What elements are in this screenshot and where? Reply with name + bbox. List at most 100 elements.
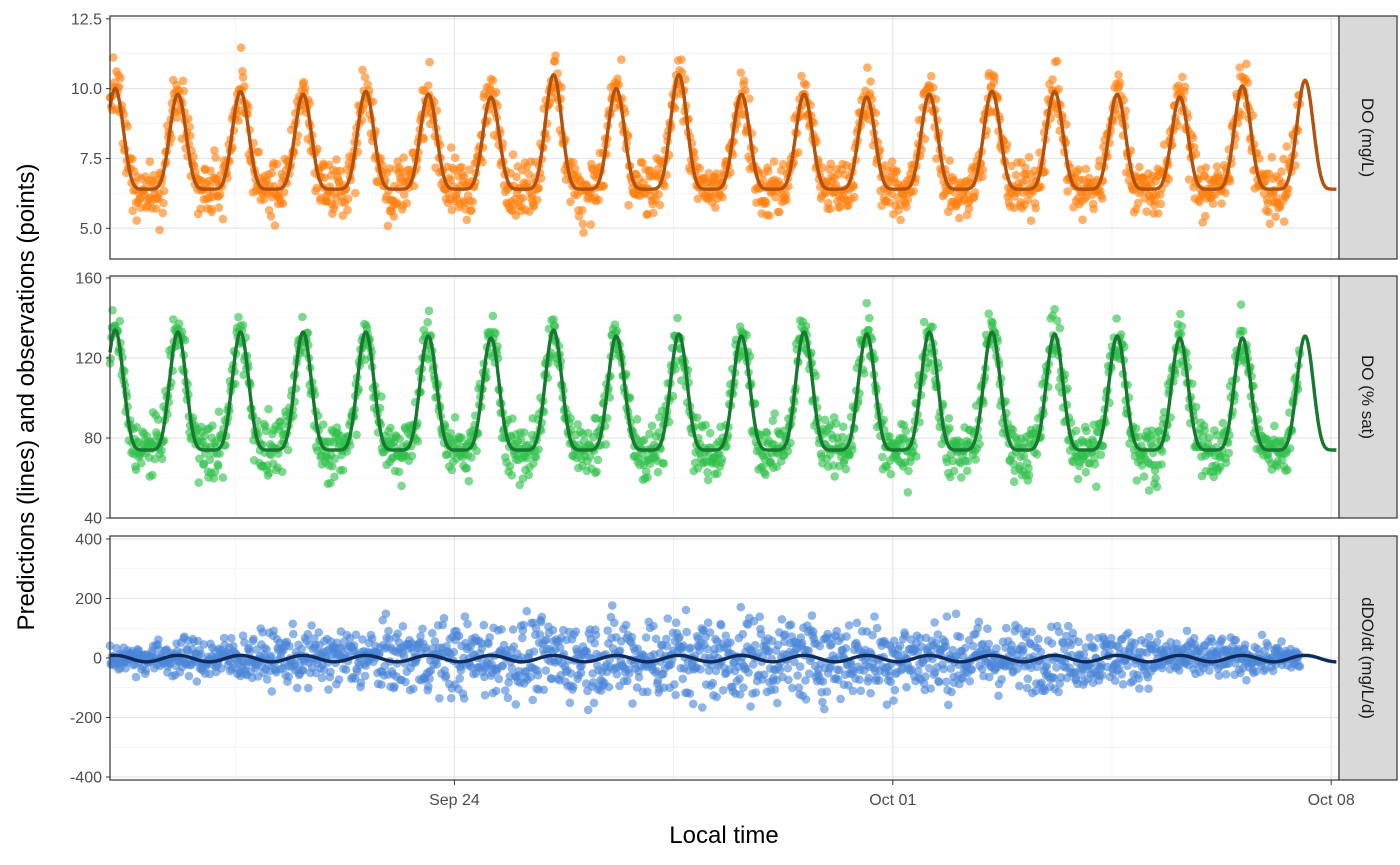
y-tick-label: 40 (84, 511, 102, 528)
observation-point (1201, 163, 1211, 172)
observation-point (638, 158, 647, 168)
observation-point (735, 674, 744, 683)
observation-point (971, 455, 980, 464)
observation-point (777, 615, 787, 624)
observation-point (726, 638, 735, 647)
observation-point (383, 221, 393, 231)
observation-point (249, 634, 258, 644)
observation-point (491, 329, 500, 338)
observation-point (1026, 216, 1036, 225)
observation-point (578, 205, 587, 215)
observation-point (145, 157, 155, 166)
observation-point (551, 51, 560, 60)
observation-point (218, 214, 228, 224)
observation-point (681, 605, 691, 615)
observation-point (234, 116, 243, 125)
observation-point (818, 677, 828, 686)
observation-point (612, 326, 622, 336)
observation-point (643, 687, 652, 697)
observation-point (267, 687, 277, 696)
observation-point (1008, 425, 1018, 434)
observation-point (449, 647, 459, 657)
observation-point (603, 626, 612, 635)
observation-point (439, 613, 449, 623)
observation-point (1052, 316, 1062, 326)
observation-point (413, 437, 423, 446)
observation-point (529, 202, 539, 211)
observation-point (1055, 323, 1065, 333)
observation-point (849, 182, 858, 191)
observation-point (568, 682, 578, 691)
observation-point (746, 702, 755, 711)
observation-point (755, 612, 764, 621)
observation-point (332, 155, 341, 164)
observation-point (116, 73, 125, 83)
observation-point (507, 471, 517, 480)
observation-point (739, 683, 748, 692)
observation-point (678, 674, 688, 684)
observation-point (970, 188, 980, 197)
observation-point (343, 194, 353, 204)
observation-point (446, 143, 456, 152)
observation-point (945, 424, 954, 433)
observation-point (670, 680, 679, 689)
observation-point (1152, 482, 1162, 492)
observation-point (770, 409, 779, 418)
observation-point (818, 163, 827, 172)
observation-point (328, 462, 337, 471)
observation-point (703, 618, 713, 627)
observation-point (498, 661, 508, 670)
observation-point (984, 309, 993, 319)
observation-point (352, 430, 361, 440)
observation-point (128, 206, 138, 215)
observation-point (1081, 164, 1091, 174)
observation-point (485, 633, 495, 642)
observation-point (736, 602, 746, 612)
observation-point (1238, 326, 1248, 336)
observation-point (903, 195, 913, 204)
observation-point (207, 207, 217, 217)
observation-point (192, 677, 202, 686)
observation-point (675, 632, 684, 642)
observation-point (612, 669, 622, 679)
observation-point (194, 478, 203, 488)
observation-point (184, 114, 193, 123)
observation-point (820, 704, 829, 714)
observation-point (863, 63, 872, 72)
observation-point (1242, 59, 1251, 69)
observation-point (267, 168, 277, 178)
observation-point (508, 625, 518, 634)
observation-point (1139, 472, 1149, 481)
observation-point (459, 694, 469, 703)
observation-point (928, 322, 937, 332)
observation-point (503, 693, 513, 703)
observation-point (842, 632, 851, 641)
observation-point (196, 204, 205, 213)
observation-point (696, 665, 705, 674)
observation-point (407, 451, 417, 461)
observation-point (381, 609, 391, 618)
observation-point (654, 190, 663, 199)
observation-point (528, 695, 537, 705)
observation-point (949, 466, 959, 476)
observation-point (692, 413, 702, 422)
observation-point (491, 87, 501, 97)
observation-point (155, 225, 164, 235)
observation-point (270, 221, 280, 230)
observation-point (768, 416, 778, 426)
observation-point (518, 633, 527, 643)
observation-point (589, 698, 599, 708)
observation-point (977, 172, 987, 182)
observation-point (206, 166, 215, 175)
observation-point (397, 481, 406, 491)
observation-point (887, 157, 897, 166)
observation-point (317, 673, 327, 683)
observation-point (172, 113, 182, 122)
observation-point (488, 76, 498, 85)
observation-point (457, 433, 466, 443)
observation-point (957, 473, 966, 482)
observation-point (775, 207, 784, 217)
observation-point (856, 686, 866, 696)
